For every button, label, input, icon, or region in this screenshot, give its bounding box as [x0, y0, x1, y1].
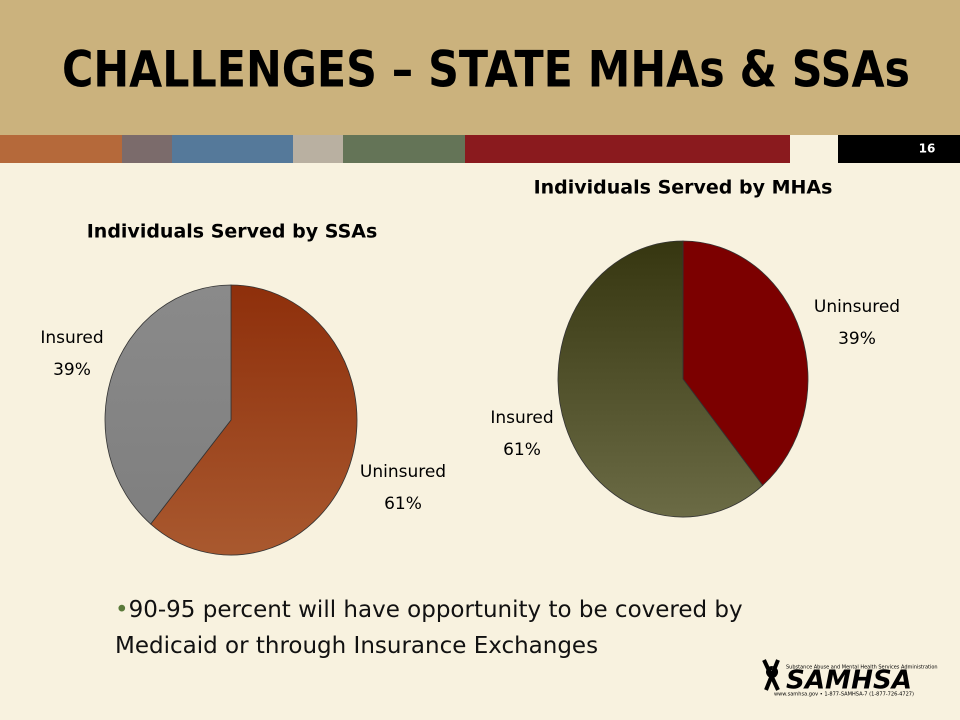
stripe	[0, 135, 122, 163]
slice-label: Uninsured	[360, 462, 446, 482]
slice-value-label: 39%	[53, 360, 91, 380]
slice-value-label: 39%	[838, 329, 876, 349]
logo-contact: www.samhsa.gov • 1-877-SAMHSA-7 (1-877-7…	[774, 692, 914, 698]
pie-slice	[104, 284, 232, 525]
logo-icon	[762, 659, 780, 691]
pie-slice	[557, 240, 764, 518]
slide-title: CHALLENGES – STATE MHAs & SSAs	[62, 41, 910, 99]
pie-slice	[682, 240, 809, 486]
stripe	[343, 135, 465, 163]
slice-label: Insured	[40, 328, 103, 348]
stripe	[122, 135, 172, 163]
slide-number: 16	[919, 142, 936, 156]
slice-label: Uninsured	[814, 297, 900, 317]
chart-title: Individuals Served by SSAs	[87, 221, 378, 243]
stripe	[172, 135, 293, 163]
stripe	[293, 135, 343, 163]
slice-label: Insured	[490, 408, 553, 428]
logo-agency: Substance Abuse and Mental Health Servic…	[786, 665, 938, 671]
number-box	[838, 135, 960, 163]
logo-name: SAMHSA	[786, 666, 912, 696]
chart-title: Individuals Served by MHAs	[534, 177, 833, 199]
logo: Substance Abuse and Mental Health Servic…	[762, 659, 938, 698]
bullet-text: 90-95 percent will have opportunity to b…	[115, 592, 835, 664]
slice-value-label: 61%	[503, 440, 541, 460]
stripe	[465, 135, 790, 163]
header-band	[0, 0, 960, 135]
slice-value-label: 61%	[384, 494, 422, 514]
pie-slice	[150, 284, 358, 556]
